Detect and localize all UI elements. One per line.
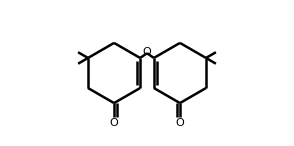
Text: O: O bbox=[110, 118, 118, 128]
Text: O: O bbox=[176, 118, 184, 128]
Text: O: O bbox=[143, 47, 151, 57]
